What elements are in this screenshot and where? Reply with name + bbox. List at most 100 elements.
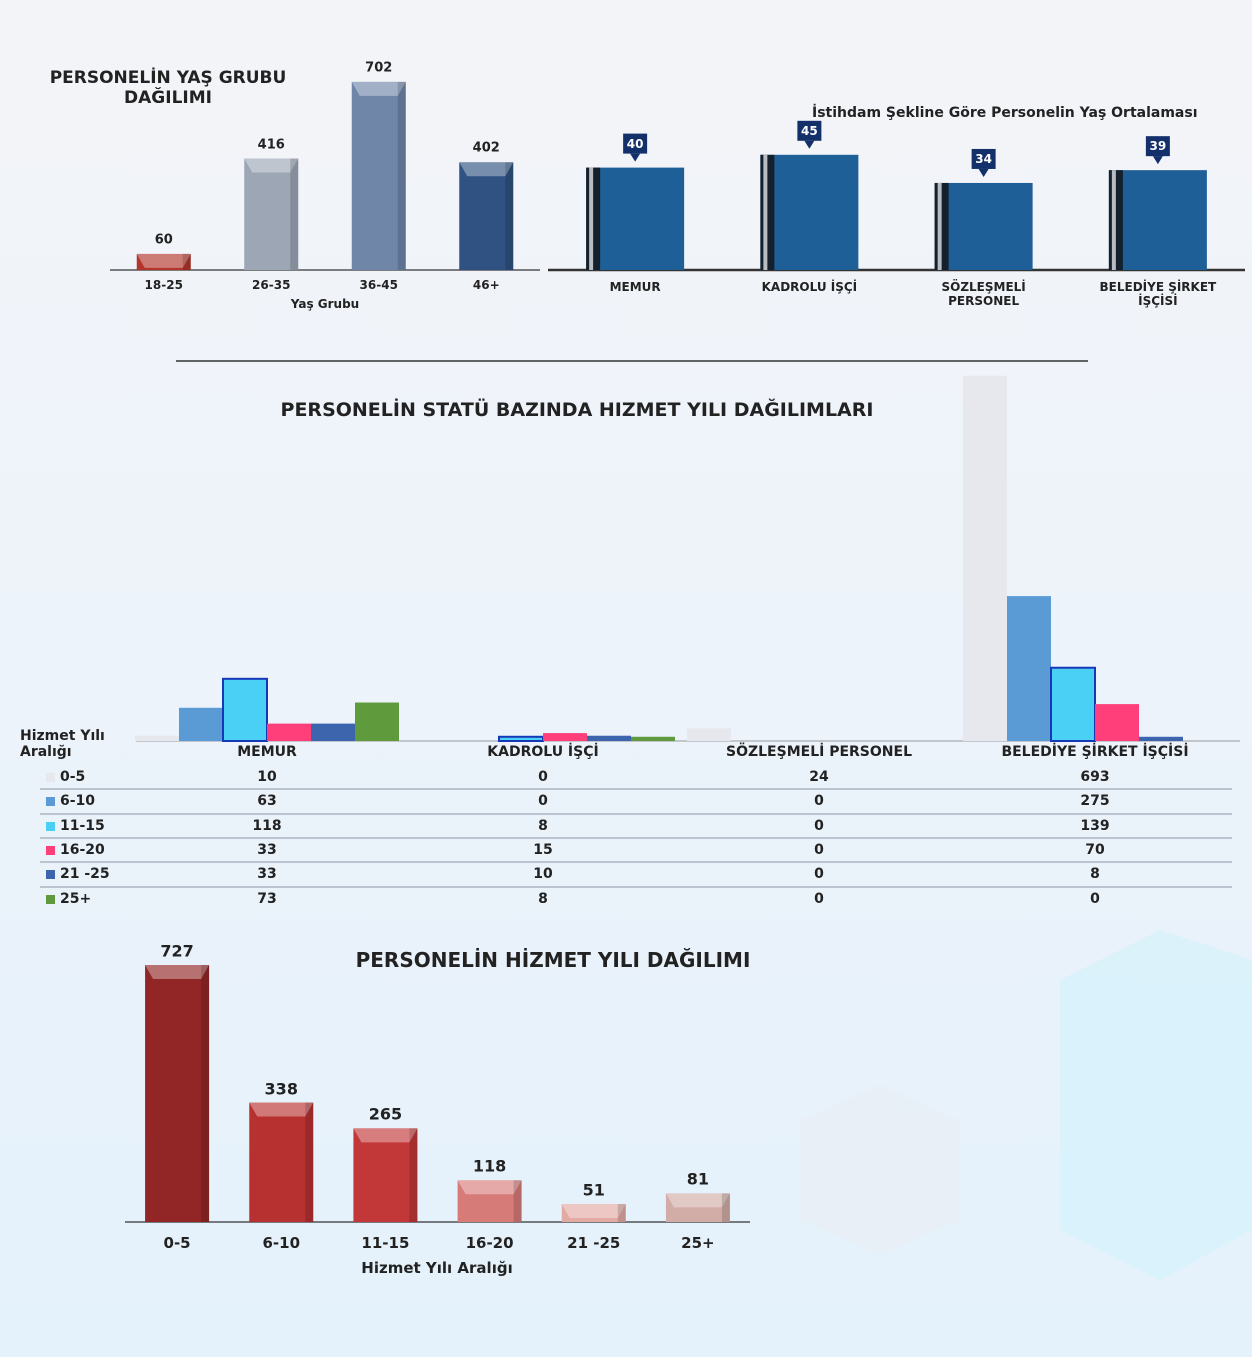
table-cell: 0 (814, 793, 824, 809)
bar (145, 965, 210, 1222)
table-cell: 275 (1080, 793, 1110, 809)
x-tick-label: 26-35 (252, 278, 291, 292)
bar (963, 375, 1007, 741)
value-label: 81 (686, 1169, 710, 1189)
bar (267, 723, 311, 741)
bar (1007, 596, 1051, 741)
bar-edge (397, 81, 406, 270)
value-label: 338 (264, 1079, 298, 1099)
label-arrow (978, 168, 989, 177)
x-tick-label: KADROLU İŞÇİ (487, 744, 599, 760)
table-cell: 8 (1090, 866, 1100, 882)
bar-shine (589, 167, 594, 270)
label-arrow (804, 140, 815, 149)
bar-bevel (351, 81, 406, 96)
bar-shine (763, 154, 768, 270)
bar (687, 728, 731, 741)
legend-label: 21 -25 (60, 866, 110, 882)
value-label: 702 (365, 60, 393, 76)
bar (457, 1180, 522, 1222)
table-cell: 0 (1090, 891, 1100, 907)
table-cell: 24 (809, 769, 829, 785)
bar (1095, 704, 1139, 741)
x-tick-label: MEMUR (237, 744, 297, 760)
bar (1050, 666, 1096, 743)
x-axis-label: Yaş Grubu (290, 297, 360, 311)
value-label: 265 (368, 1104, 403, 1124)
chart-title: PERSONELİN STATÜ BAZINDA HIZMET YILI DAĞ… (280, 399, 874, 421)
bar-edge (513, 1180, 522, 1222)
table-cell: 0 (814, 818, 824, 834)
value-label: 40 (626, 136, 644, 151)
bar (586, 167, 685, 270)
value-label: 45 (801, 123, 818, 138)
bar (355, 702, 399, 741)
decor-hexagon (1060, 930, 1252, 1280)
bar (249, 1102, 314, 1222)
value-label: 416 (257, 137, 285, 152)
legend-label: 16-20 (60, 842, 105, 858)
x-tick-label: 25+ (681, 1234, 715, 1252)
value-label: 51 (582, 1180, 605, 1200)
label-arrow (1152, 156, 1163, 165)
chart-title: İstihdam Şekline Göre Personelin Yaş Ort… (812, 105, 1198, 121)
bar (543, 733, 587, 741)
table-cell: 8 (538, 891, 548, 907)
bar-bevel (457, 1180, 522, 1195)
table-cell: 0 (814, 866, 824, 882)
bar-edge (305, 1102, 314, 1222)
table-cell: 139 (1080, 818, 1110, 834)
bar-bevel (561, 1203, 626, 1218)
x-tick-label: BELEDİYE ŞİRKET İŞÇİSİ (1001, 744, 1189, 760)
bar (135, 735, 179, 741)
bar (222, 677, 268, 743)
bar-bevel (249, 1102, 314, 1117)
table-cell: 10 (257, 769, 277, 785)
bar (631, 736, 675, 741)
bar (136, 253, 191, 270)
legend-title: Hizmet Yılı Aralığı (20, 728, 105, 760)
chart-title: PERSONELİN HİZMET YILI DAĞILIMI (355, 948, 751, 972)
legend-label: 0-5 (60, 769, 86, 785)
label-box (623, 133, 648, 154)
x-tick-label: 46+ (472, 278, 500, 292)
table-cell: 70 (1085, 842, 1105, 858)
bar-shine (937, 182, 942, 270)
table-cell: 8 (538, 818, 548, 834)
bar (244, 158, 299, 270)
legend-swatch (46, 846, 55, 855)
table-cell: 33 (257, 842, 277, 858)
bar-bevel (136, 253, 191, 268)
bar (311, 723, 355, 741)
x-tick-label: 18-25 (144, 278, 183, 292)
table-cell: 73 (257, 891, 277, 907)
table-cell: 0 (814, 842, 824, 858)
bar (1139, 736, 1183, 741)
bar-edge (290, 158, 299, 270)
label-arrow (630, 153, 641, 162)
bar (665, 1193, 730, 1222)
bar-edge (201, 965, 210, 1222)
bar-edge (721, 1193, 730, 1222)
x-tick-label: 6-10 (262, 1234, 301, 1252)
table-cell: 63 (257, 793, 277, 809)
bar-bevel (145, 965, 210, 980)
table-cell: 0 (814, 891, 824, 907)
x-tick-label: 36-45 (359, 278, 398, 292)
table-cell: 10 (533, 866, 553, 882)
value-label: 118 (472, 1156, 507, 1176)
legend-label: 6-10 (60, 793, 96, 809)
legend-label: 25+ (60, 891, 92, 907)
chart-title: PERSONELİN YAŞ GRUBU DAĞILIMI (49, 68, 287, 108)
x-tick-label: KADROLU İŞÇİ (761, 280, 858, 294)
table-cell: 33 (257, 866, 277, 882)
bar (179, 707, 223, 741)
bar-edge (409, 1128, 418, 1222)
bar (1108, 170, 1207, 270)
bar-edge (617, 1203, 626, 1222)
x-tick-label: 11-15 (361, 1234, 410, 1252)
x-tick-label: 16-20 (465, 1234, 514, 1252)
bar (498, 735, 544, 742)
bar-shine (1111, 170, 1116, 270)
